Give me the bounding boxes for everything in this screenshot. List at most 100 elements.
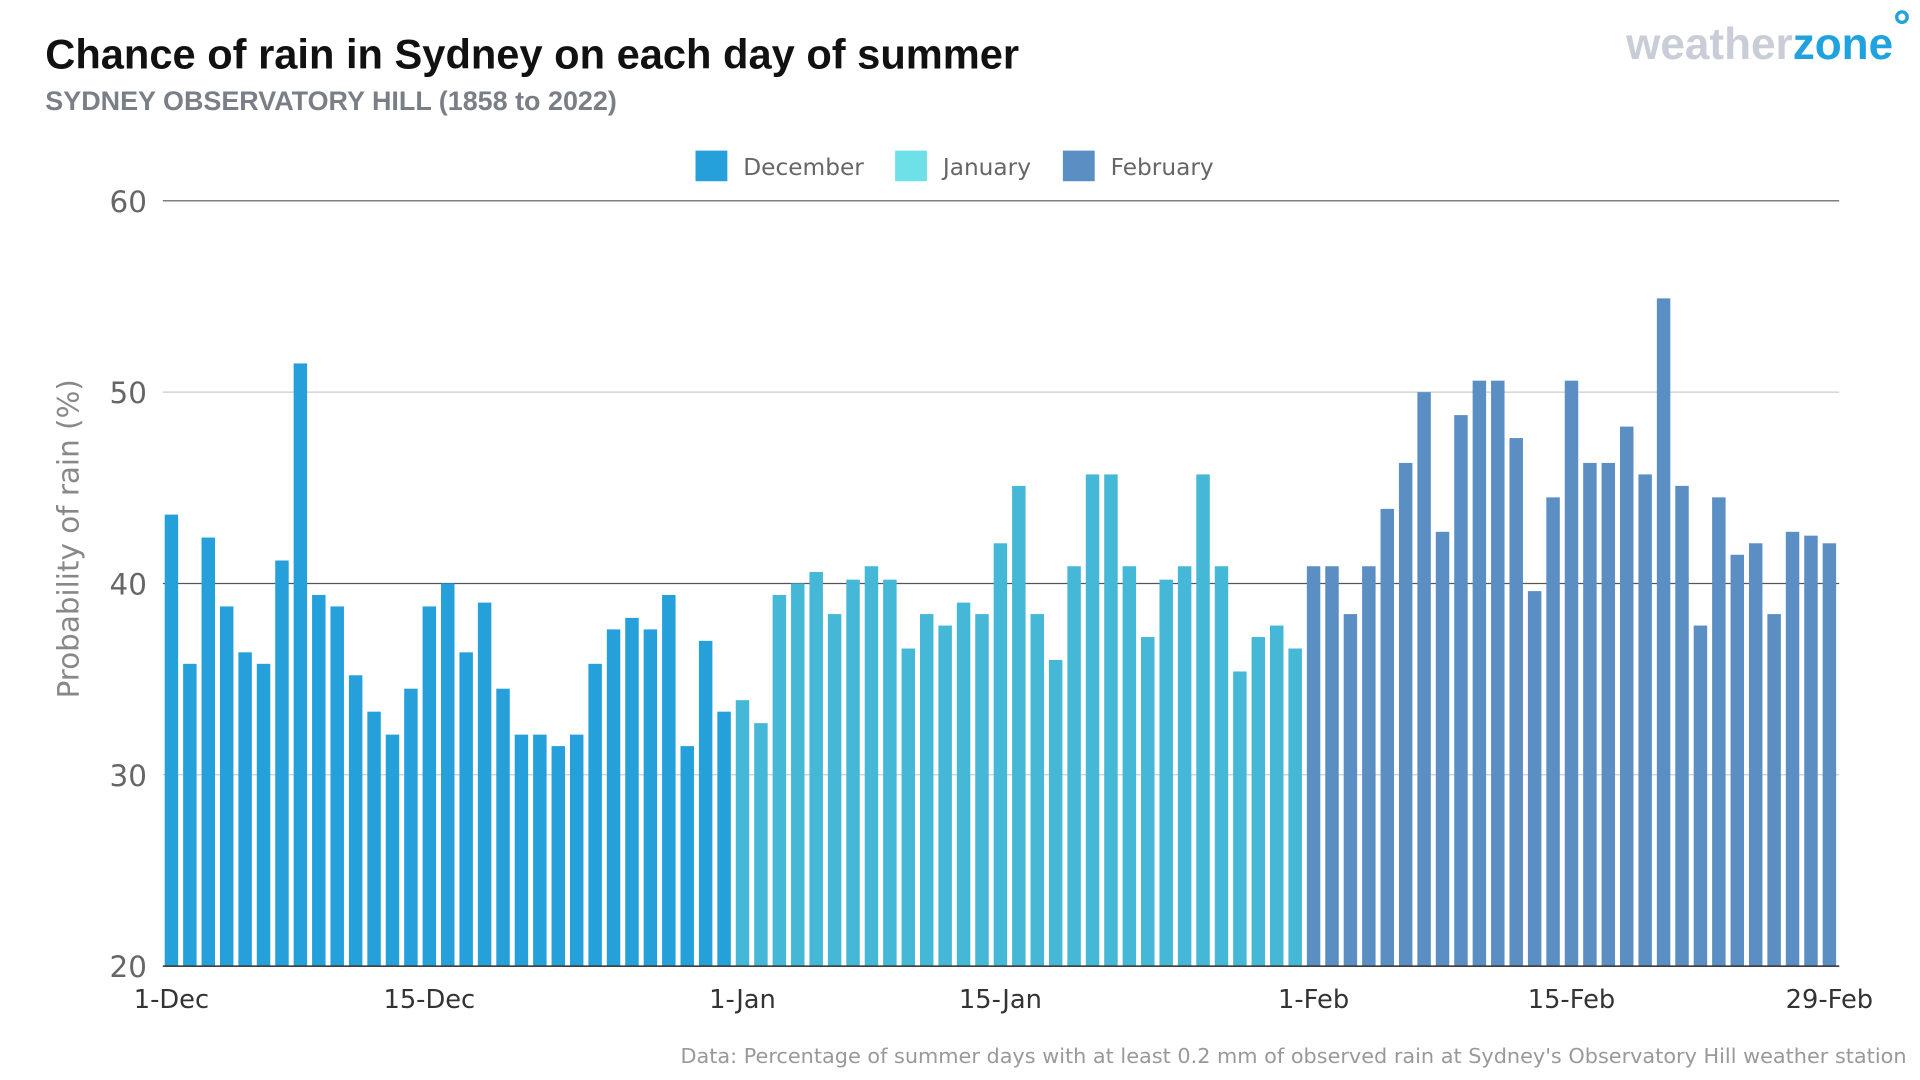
bar-january-25 <box>1177 566 1192 967</box>
bar-december-2 <box>183 663 197 967</box>
bar-february-6 <box>1398 462 1413 967</box>
bar-december-10 <box>330 606 344 967</box>
y-axis-label: Probability of rain (%) <box>51 379 85 698</box>
bar-january-29 <box>1251 637 1266 967</box>
bar-january-2 <box>754 723 768 967</box>
bar-december-8 <box>293 363 308 967</box>
bar-december-25 <box>606 629 621 967</box>
bar-february-17 <box>1601 462 1616 967</box>
y-tick-label: 20 <box>110 950 147 984</box>
bar-january-13 <box>956 602 971 967</box>
bar-february-12 <box>1509 438 1523 967</box>
bar-january-22 <box>1122 566 1137 967</box>
bar-december-11 <box>348 675 363 967</box>
bar-january-11 <box>919 614 934 967</box>
x-tick-label: 15-Dec <box>383 985 475 1015</box>
bar-february-21 <box>1675 485 1689 967</box>
x-tick-label: 1-Dec <box>134 985 209 1015</box>
bar-january-4 <box>791 583 805 967</box>
logo-part2: zone <box>1793 20 1893 69</box>
bar-december-5 <box>238 652 252 967</box>
bar-december-1 <box>164 514 179 967</box>
bar-february-18 <box>1620 426 1634 967</box>
y-axis: 20 30 40 50 60 <box>110 185 147 984</box>
bar-february-5 <box>1380 508 1394 967</box>
bar-december-12 <box>367 711 381 967</box>
x-tick-label: 29-Feb <box>1786 985 1874 1015</box>
bar-january-17 <box>1030 614 1044 967</box>
legend-label-february: February <box>1111 154 1214 181</box>
bar-december-24 <box>588 663 602 967</box>
legend: December January February <box>695 150 1214 182</box>
bar-january-24 <box>1159 579 1173 967</box>
x-tick-label: 1-Feb <box>1278 985 1349 1015</box>
bar-february-8 <box>1435 531 1450 967</box>
bar-january-23 <box>1141 637 1155 967</box>
bar-february-22 <box>1693 625 1708 967</box>
bar-january-5 <box>809 571 823 967</box>
x-tick-label: 15-Jan <box>959 985 1042 1015</box>
legend-swatch-december <box>695 150 728 182</box>
bar-february-10 <box>1472 380 1487 967</box>
bar-january-8 <box>864 566 879 967</box>
bar-february-4 <box>1362 566 1376 967</box>
bar-january-6 <box>827 614 842 967</box>
bar-february-23 <box>1712 497 1726 967</box>
x-tick-label: 15-Feb <box>1528 985 1616 1015</box>
y-tick-label: 30 <box>110 759 147 793</box>
bar-december-4 <box>219 606 234 967</box>
y-tick-label: 60 <box>110 185 147 219</box>
bar-december-19 <box>496 688 510 967</box>
bar-december-22 <box>551 746 566 967</box>
logo-mark: ° <box>1893 3 1911 52</box>
bar-december-31 <box>717 711 731 967</box>
bar-january-3 <box>772 594 787 967</box>
bar-december-21 <box>533 734 547 967</box>
bar-january-10 <box>901 648 916 967</box>
bar-december-13 <box>385 734 400 967</box>
bar-february-11 <box>1491 380 1505 967</box>
bar-february-9 <box>1454 415 1468 967</box>
bar-january-21 <box>1104 474 1118 967</box>
bar-january-14 <box>975 614 989 967</box>
bar-february-25 <box>1748 543 1763 967</box>
bar-january-31 <box>1288 648 1302 967</box>
bar-february-1 <box>1306 566 1321 967</box>
bar-december-9 <box>312 594 326 967</box>
bar-february-20 <box>1656 298 1671 967</box>
bar-february-3 <box>1343 614 1358 967</box>
x-axis: 1-Dec 15-Dec 1-Jan 15-Jan 1-Feb 15-Feb 29-Feb <box>134 985 1873 1015</box>
bar-january-19 <box>1067 566 1081 967</box>
bar-february-13 <box>1527 591 1542 967</box>
y-tick-label: 40 <box>110 567 147 601</box>
svg-text:weatherzone°: weatherzone° <box>1625 3 1911 69</box>
legend-label-january: January <box>941 154 1031 181</box>
bar-january-30 <box>1270 625 1284 967</box>
bar-january-27 <box>1214 566 1229 967</box>
legend-label-december: December <box>743 154 864 181</box>
y-tick-label: 50 <box>110 376 147 410</box>
chart-subtitle: SYDNEY OBSERVATORY HILL (1858 to 2022) <box>45 86 617 116</box>
chart-title: Chance of rain in Sydney on each day of … <box>45 31 1019 78</box>
bar-january-1 <box>735 700 750 967</box>
bar-december-29 <box>680 746 694 967</box>
bar-february-27 <box>1785 531 1800 967</box>
x-tick-label: 1-Jan <box>709 985 776 1015</box>
bar-january-9 <box>883 579 897 967</box>
bar-december-16 <box>441 583 455 967</box>
bar-february-24 <box>1730 554 1745 967</box>
data-source-note: Data: Percentage of summer days with at … <box>680 1044 1906 1068</box>
bar-january-7 <box>846 579 860 967</box>
logo-part1: weather <box>1625 20 1793 69</box>
bar-january-16 <box>1012 485 1026 967</box>
bar-december-20 <box>514 734 529 967</box>
bar-december-14 <box>404 688 418 967</box>
bar-february-29 <box>1822 543 1837 967</box>
bar-december-23 <box>569 734 584 967</box>
bar-december-27 <box>643 629 658 967</box>
bar-december-3 <box>201 537 216 967</box>
bar-january-20 <box>1085 474 1100 967</box>
bar-december-30 <box>698 640 713 967</box>
bar-december-28 <box>662 594 676 967</box>
